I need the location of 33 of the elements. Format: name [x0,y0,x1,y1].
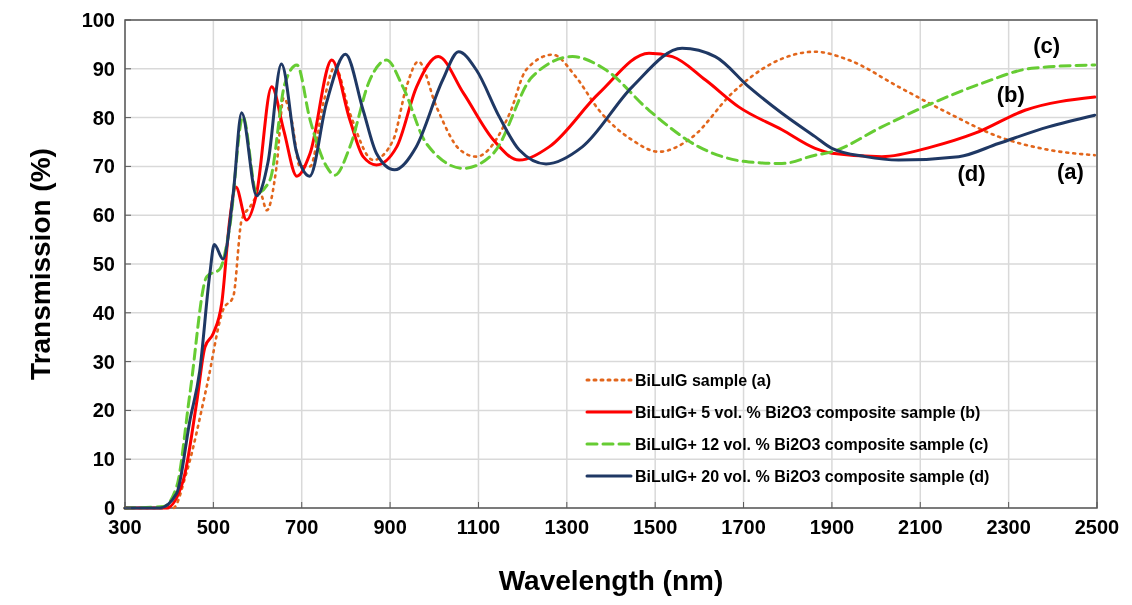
y-tick-label: 30 [92,350,115,373]
x-axis-title: Wavelength (nm) [498,565,724,596]
legend-label: BiLuIG sample (a) [635,372,772,389]
y-tick-label: 10 [92,448,115,471]
y-tick-label: 90 [92,57,115,80]
annotation: (a) [1057,158,1084,184]
annotation: (d) [957,160,986,186]
x-tick-label: 900 [373,516,407,538]
y-tick-label: 0 [103,497,115,519]
x-tick-label: 300 [108,516,142,538]
annotation: (b) [996,81,1025,107]
legend-label: BiLuIG+ 12 vol. % Bi2O3 composite sample (c) [635,436,989,453]
y-tick-label: 60 [92,204,115,227]
x-tick-label: 1100 [456,516,501,538]
y-tick-label: 50 [92,253,115,275]
y-tick-label: 80 [92,106,115,129]
legend-label: BiLuIG+ 5 vol. % Bi2O3 composite sample (b) [635,404,981,421]
y-tick-label: 70 [92,155,115,178]
x-tick-label: 1700 [721,516,766,538]
x-tick-label: 1500 [632,516,678,538]
y-tick-label: 20 [92,399,115,422]
x-tick-label: 700 [285,516,319,538]
annotation: (c) [1033,32,1061,58]
y-tick-label: 100 [81,9,115,31]
x-tick-label: 500 [196,516,231,538]
x-tick-label: 1900 [809,516,855,538]
x-tick-label: 2100 [898,516,943,538]
x-tick-label: 1300 [544,516,590,538]
legend-label: BiLuIG+ 20 vol. % Bi2O3 composite sample (d) [635,468,990,485]
x-tick-label: 2300 [986,516,1031,538]
y-axis-title: Transmission (%) [25,148,56,380]
x-tick-label: 2500 [1074,516,1120,538]
y-tick-label: 40 [92,301,115,324]
